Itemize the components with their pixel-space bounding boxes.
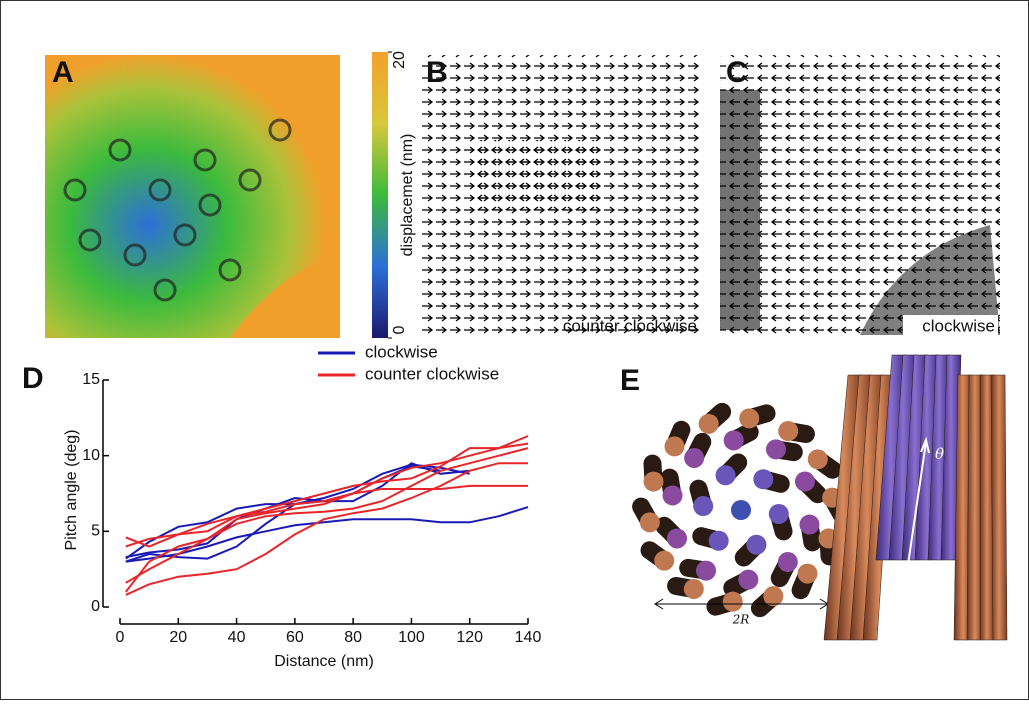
x-tick-label: 80 xyxy=(344,629,362,646)
fiber-end xyxy=(797,563,818,584)
fiber-end xyxy=(723,430,744,451)
colorbar-tick-label: 20 xyxy=(391,51,408,69)
panel-label: C xyxy=(726,56,748,89)
data-line xyxy=(125,462,528,596)
y-tick-label: 15 xyxy=(82,371,100,388)
fiber-end xyxy=(708,530,729,551)
panel-label: E xyxy=(620,364,640,397)
data-line xyxy=(125,462,470,559)
annotation: counter clockwise xyxy=(563,316,697,335)
x-tick-label: 60 xyxy=(286,629,304,646)
fiber-end xyxy=(766,439,786,460)
fiber-end xyxy=(667,528,688,549)
colorbar xyxy=(372,52,388,338)
y-axis-label: Pitch angle (deg) xyxy=(63,430,80,551)
data-line xyxy=(125,442,529,548)
annotation: 2R xyxy=(732,613,750,627)
fiber-end xyxy=(684,447,705,468)
ring-pattern xyxy=(63,118,292,302)
dense-region xyxy=(720,90,760,330)
data-line xyxy=(125,447,529,593)
y-tick-label: 10 xyxy=(82,447,100,464)
panel-label: A xyxy=(52,56,74,89)
x-tick-label: 140 xyxy=(515,629,542,646)
x-tick-label: 100 xyxy=(398,629,425,646)
fiber-end xyxy=(794,471,815,492)
vector-field xyxy=(470,140,600,210)
fiber-end xyxy=(698,413,719,434)
fiber-end xyxy=(738,569,759,590)
panel-label: B xyxy=(426,56,448,89)
fiber-end xyxy=(778,421,799,442)
fiber-end xyxy=(696,560,716,581)
fiber-end xyxy=(753,469,774,490)
dense-region xyxy=(860,225,1000,335)
y-tick-label: 5 xyxy=(91,523,100,540)
data-line xyxy=(125,484,528,548)
x-tick-label: 0 xyxy=(116,629,125,646)
x-tick-label: 40 xyxy=(228,629,246,646)
data-line xyxy=(125,506,529,563)
membrane-region xyxy=(230,255,340,338)
data-line xyxy=(125,435,529,584)
fiber-end xyxy=(777,552,798,573)
fiber-end xyxy=(746,534,767,555)
axis-arrow xyxy=(904,436,930,586)
fiber-end xyxy=(683,578,704,599)
fiber-side xyxy=(990,374,1008,641)
fiber-end xyxy=(731,500,751,520)
fiber-end xyxy=(763,586,784,607)
annotation: clockwise xyxy=(922,316,995,335)
fiber-end xyxy=(768,503,789,524)
colorbar-label: displacemet (nm) xyxy=(399,134,416,257)
x-tick-label: 120 xyxy=(456,629,483,646)
panel-label: D xyxy=(22,362,44,395)
colorbar-tick-label: 0 xyxy=(391,325,408,334)
legend-label: clockwise xyxy=(365,342,438,361)
x-tick-label: 20 xyxy=(169,629,187,646)
y-tick-label: 0 xyxy=(91,598,100,615)
fiber-end xyxy=(722,591,743,612)
fiber-end xyxy=(693,496,714,517)
fiber-end xyxy=(662,485,683,506)
fiber-end xyxy=(643,471,664,492)
legend-label: counter clockwise xyxy=(365,364,499,383)
x-axis-label: Distance (nm) xyxy=(274,653,374,670)
fiber-end xyxy=(639,512,660,533)
label-bg xyxy=(903,315,998,337)
fiber-end xyxy=(654,550,675,571)
annotation: θ xyxy=(935,445,944,463)
fiber-end xyxy=(664,436,685,457)
fiber-end xyxy=(739,408,760,429)
fiber-end xyxy=(799,514,820,535)
fiber-end xyxy=(807,449,828,470)
fiber-end xyxy=(715,465,736,486)
